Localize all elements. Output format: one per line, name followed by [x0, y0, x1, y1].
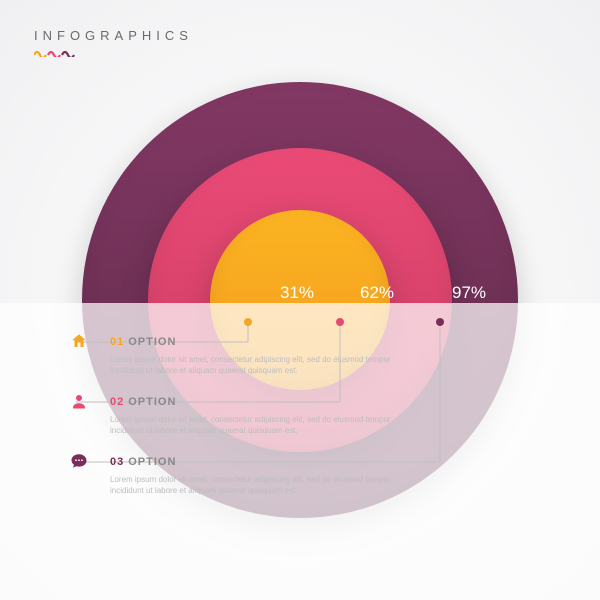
option-item: 01 OPTION Lorem ipsum dolor sit amet, cons…: [110, 332, 470, 376]
option-body: Lorem ipsum dolor sit amet, consectetur …: [110, 474, 410, 496]
connector-dot: [336, 318, 344, 326]
option-label: OPTION: [128, 396, 176, 408]
chat-icon: [70, 452, 90, 472]
option-number: 03: [110, 456, 124, 468]
option-item: 03 OPTION Lorem ipsum dolor sit amet, cons…: [110, 452, 470, 496]
user-icon: [70, 392, 90, 412]
percentage-value: 62%: [360, 283, 394, 303]
connector-dot: [436, 318, 444, 326]
option-body: Lorem ipsum dolor sit amet, consectetur …: [110, 354, 410, 376]
option-item: 02 OPTION Lorem ipsum dolor sit amet, cons…: [110, 392, 470, 436]
connector-dot: [244, 318, 252, 326]
percentage-value: 31%: [280, 283, 314, 303]
option-body: Lorem ipsum dolor sit amet, consectetur …: [110, 414, 410, 436]
percentage-value: 97%: [452, 283, 486, 303]
option-number: 02: [110, 396, 124, 408]
option-label: OPTION: [128, 336, 176, 348]
option-label: OPTION: [128, 456, 176, 468]
home-icon: [70, 332, 90, 352]
option-number: 01: [110, 336, 124, 348]
